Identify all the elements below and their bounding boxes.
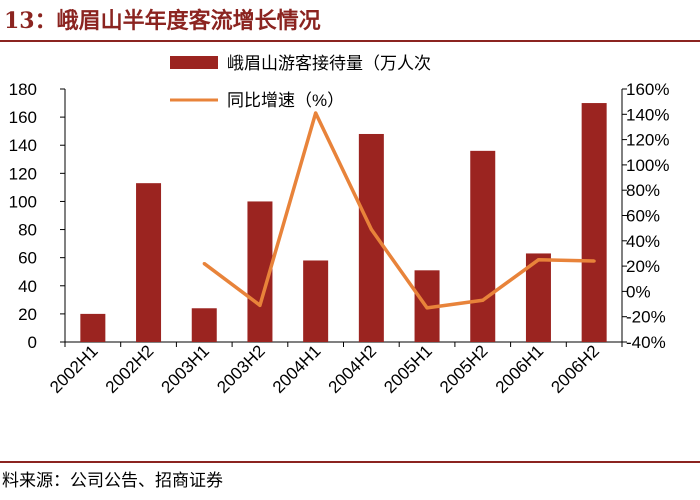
right-tick-label: -20% [626, 308, 666, 327]
left-tick-label: 0 [28, 333, 37, 352]
growth-point [592, 259, 596, 263]
x-tick-label: 2005H2 [436, 341, 492, 397]
right-tick-label: 60% [626, 207, 660, 226]
growth-point [314, 111, 318, 115]
right-tick-label: 80% [626, 181, 660, 200]
x-tick-label: 2005H1 [380, 341, 436, 397]
growth-point [258, 303, 262, 307]
right-tick-label: 100% [626, 156, 669, 175]
right-tick-label: 0% [626, 282, 651, 301]
right-tick-label: 120% [626, 131, 669, 150]
bar [581, 103, 607, 342]
axes-group: 0 20 40 60 80 100 120 140 160 180 -40% -20% 0% 20% 40%… [9, 80, 670, 352]
chart-title: 13：峨眉山半年度客流增长情况 [4, 8, 321, 34]
left-tick-label: 100 [9, 192, 37, 211]
legend-bar-label: 峨眉山游客接待量（万人次 [227, 54, 431, 73]
x-tick-label: 2004H1 [269, 341, 325, 397]
bar [80, 313, 106, 342]
legend-line-label: 同比增速（%） [227, 91, 344, 110]
x-tick-label: 2006H2 [547, 341, 603, 397]
left-tick-label: 40 [18, 277, 37, 296]
right-tick-label: -40% [626, 333, 666, 352]
x-tick-label: 2003H2 [213, 341, 269, 397]
growth-line [203, 111, 595, 310]
growth-point [369, 227, 373, 232]
legend-bar-swatch [170, 56, 218, 69]
left-tick-label: 20 [18, 305, 37, 324]
chart-area: 0 20 40 60 80 100 120 140 160 180 -40% -20% 0% 20% 40%… [9, 54, 670, 397]
bar [136, 183, 162, 342]
x-tick-label: 2006H1 [492, 341, 548, 397]
left-tick-label: 140 [9, 136, 37, 155]
footer-rule [0, 461, 700, 463]
x-tick-label: 2002H2 [102, 341, 158, 397]
x-tick-label: 2002H1 [46, 341, 102, 397]
right-tick-label: 20% [626, 257, 660, 276]
source-note: 料来源：公司公告、招商证券 [2, 471, 223, 491]
growth-point [202, 261, 206, 266]
left-tick-label: 120 [9, 164, 37, 183]
left-tick-label: 180 [9, 80, 37, 99]
legend: 峨眉山游客接待量（万人次 同比增速（%） [170, 54, 431, 110]
x-tick-labels: 2002H1 2002H2 2003H1 2003H2 2004H1 2004H2 2005… [46, 341, 603, 397]
line-series [202, 111, 596, 310]
title-rule [0, 40, 700, 42]
x-tick-label: 2003H1 [158, 341, 214, 397]
bar [358, 133, 384, 342]
right-tick-label: 40% [626, 232, 660, 251]
bar [303, 260, 329, 342]
left-tick-label: 160 [9, 108, 37, 127]
left-tick-label: 60 [18, 249, 37, 268]
bar [191, 308, 217, 342]
growth-point [425, 306, 429, 310]
x-tick-label: 2004H2 [325, 341, 381, 397]
bar [525, 253, 551, 342]
growth-point [481, 298, 485, 302]
bar [470, 150, 496, 342]
bar-series [80, 103, 607, 342]
right-tick-label: 140% [626, 105, 669, 124]
right-tick-label: 160% [626, 80, 669, 99]
left-tick-label: 80 [18, 221, 37, 240]
growth-point [536, 258, 541, 262]
